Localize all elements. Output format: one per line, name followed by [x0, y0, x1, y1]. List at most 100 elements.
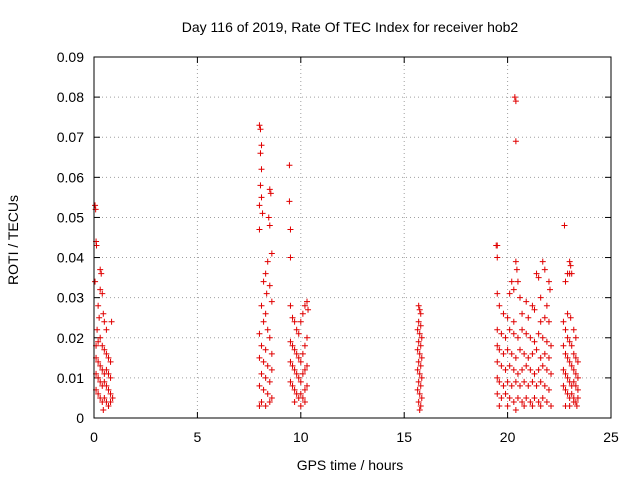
data-point [100, 406, 107, 413]
data-point [291, 318, 298, 325]
data-point [416, 370, 423, 377]
data-point [512, 138, 519, 145]
data-point [414, 386, 421, 393]
data-point [266, 398, 273, 405]
data-point [572, 354, 579, 361]
data-point [289, 314, 296, 321]
grid-lines [94, 57, 611, 418]
data-point [510, 366, 517, 373]
data-point [566, 402, 573, 409]
data-point [256, 382, 263, 389]
data-point [564, 310, 571, 317]
axis-ticks: 0 5 10 15 20 25 0 0.01 0.02 0.03 0.04 0.05 0.06 0.07 0… [57, 49, 619, 445]
data-point [508, 278, 515, 285]
data-point [260, 358, 267, 365]
data-point [572, 334, 579, 341]
data-point [103, 350, 110, 357]
data-point [545, 318, 552, 325]
data-point [415, 338, 422, 345]
y-axis-label: ROTI / TECUs [5, 195, 21, 285]
data-point [256, 202, 263, 209]
data-point [304, 334, 311, 341]
y-tick-label: 0.06 [57, 169, 84, 185]
data-point [562, 386, 569, 393]
data-point [107, 358, 114, 365]
data-point [510, 330, 517, 337]
data-point [299, 350, 306, 357]
data-point [291, 366, 298, 373]
data-point [92, 202, 99, 209]
data-point [512, 406, 519, 413]
data-point [546, 286, 553, 293]
x-tick-label: 0 [90, 429, 98, 445]
data-point [533, 270, 540, 277]
data-point [289, 342, 296, 349]
data-point [297, 390, 304, 397]
data-point [548, 402, 555, 409]
data-point [415, 318, 422, 325]
data-point [92, 278, 99, 285]
data-point [537, 402, 544, 409]
data-point [564, 334, 571, 341]
data-point [562, 278, 569, 285]
data-point [504, 378, 511, 385]
x-tick-label: 25 [603, 429, 619, 445]
data-point [541, 266, 548, 273]
data-points [92, 94, 581, 413]
data-point [561, 222, 568, 229]
data-point [494, 390, 501, 397]
data-point [498, 394, 505, 401]
data-point [543, 338, 550, 345]
data-point [568, 390, 575, 397]
data-point [510, 286, 517, 293]
x-tick-label: 5 [194, 429, 202, 445]
data-point [531, 306, 538, 313]
data-point [510, 318, 517, 325]
data-point [105, 370, 112, 377]
data-point [541, 350, 548, 357]
data-point [293, 370, 300, 377]
data-point [529, 350, 536, 357]
plot-frame [93, 56, 612, 419]
data-point [268, 350, 275, 357]
data-point [519, 310, 526, 317]
data-point [529, 302, 536, 309]
data-point [257, 150, 264, 157]
data-point [517, 294, 524, 301]
data-point [512, 378, 519, 385]
data-point [574, 386, 581, 393]
data-point [103, 382, 110, 389]
data-point [268, 298, 275, 305]
data-point [523, 298, 530, 305]
data-point [510, 398, 517, 405]
data-point [517, 382, 524, 389]
data-point [258, 370, 265, 377]
data-point [107, 374, 114, 381]
data-point [512, 354, 519, 361]
data-point [264, 326, 271, 333]
data-point [543, 398, 550, 405]
data-point [513, 266, 520, 273]
data-point [537, 294, 544, 301]
data-point [304, 382, 311, 389]
data-point [494, 290, 501, 297]
data-point [508, 350, 515, 357]
data-point [570, 398, 577, 405]
data-point [418, 334, 425, 341]
data-point [268, 366, 275, 373]
data-point [523, 394, 530, 401]
data-point [417, 402, 424, 409]
data-point [512, 98, 519, 105]
data-point [529, 378, 536, 385]
y-tick-label: 0.05 [57, 209, 84, 225]
data-point [414, 366, 421, 373]
chart-title: Day 116 of 2019, Rate Of TEC Index for r… [182, 19, 519, 35]
data-point [537, 318, 544, 325]
data-point [289, 382, 296, 389]
data-point [511, 94, 518, 101]
data-point [297, 378, 304, 385]
data-point [574, 394, 581, 401]
data-point [95, 302, 102, 309]
data-point [568, 362, 575, 369]
data-point [299, 370, 306, 377]
